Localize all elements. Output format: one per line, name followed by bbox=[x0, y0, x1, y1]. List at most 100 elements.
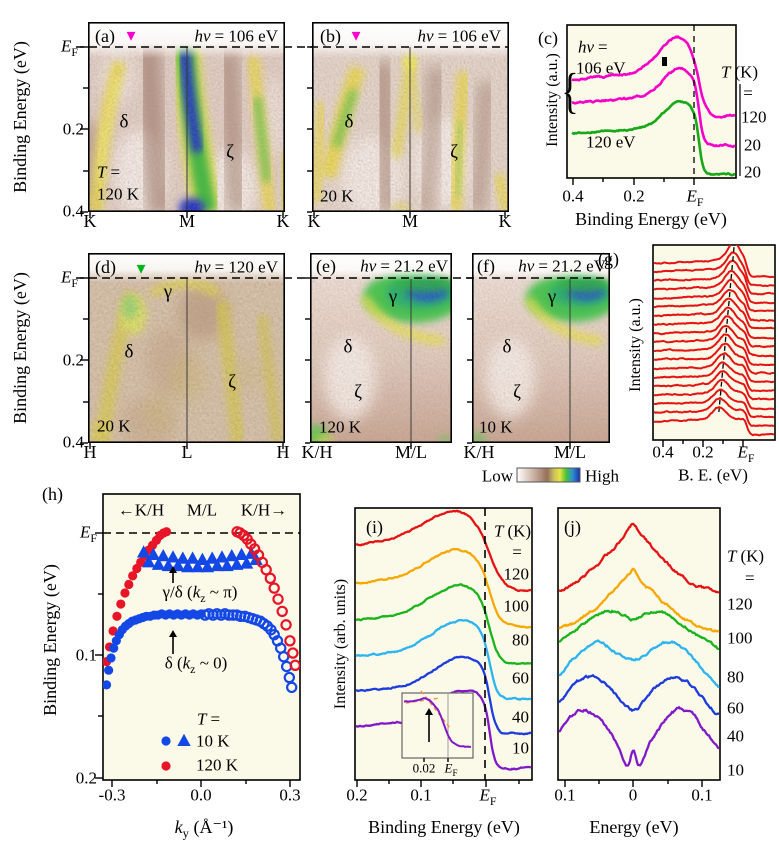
panel-b-k-label-K1: K bbox=[307, 211, 321, 231]
row1-tick-0.4: 0.4 bbox=[62, 201, 84, 221]
panel-b-tag: (b) bbox=[320, 26, 341, 46]
panel-j-curves bbox=[558, 522, 720, 767]
panel-j-T-label: T (K) bbox=[727, 546, 765, 566]
panel-f-band-gamma: γ bbox=[547, 286, 557, 308]
panel-c-x-axis-label: Binding Energy (eV) bbox=[575, 209, 727, 229]
panel-f-k-label-KH: K/H bbox=[463, 442, 495, 462]
panel-i-tick-0.2: 0.2 bbox=[346, 785, 368, 805]
panel-b-k-label-K2: K bbox=[498, 211, 512, 231]
panel-c-tick-0.4: 0.4 bbox=[562, 186, 584, 206]
panel-j-temp-40: 40 bbox=[727, 726, 744, 746]
panel-h-legend-120K: 120 K bbox=[196, 755, 239, 775]
panel-i-T-label: T (K) bbox=[494, 521, 532, 541]
panel-h-scatter bbox=[103, 526, 300, 694]
panel-i-tick-0.1: 0.1 bbox=[410, 785, 432, 805]
row2-ef-label: EF bbox=[60, 267, 78, 290]
row1-ef-label: EF bbox=[60, 36, 78, 59]
panel-c-brace: { bbox=[561, 62, 579, 119]
row2-y-axis-label: Binding Energy (eV) bbox=[10, 272, 30, 424]
panel-i-tick-ef: EF bbox=[479, 785, 497, 808]
panel-g-y-axis-label: Intensity (a.u.) bbox=[627, 298, 644, 392]
panel-c-tag: (c) bbox=[538, 28, 558, 48]
panel-i-inset-tick-0.02: 0.02 bbox=[412, 760, 436, 776]
panel-f-photon-energy: hν = 21.2 eV bbox=[518, 256, 606, 276]
panel-i-x-axis-label: Binding Energy (eV) bbox=[368, 817, 520, 837]
inset-guide-line-1 bbox=[405, 697, 441, 704]
panel-i-curves bbox=[355, 509, 532, 771]
panel-h-xtick-03: 0.3 bbox=[279, 785, 301, 805]
panel-h-xtick-m03: -0.3 bbox=[98, 785, 126, 805]
panel-j-temp-100: 100 bbox=[727, 628, 753, 648]
panel-h-y-axis-label: Binding Energy (eV) bbox=[40, 564, 60, 716]
panel-b-photon-energy: hν = 106 eV bbox=[417, 26, 501, 46]
panel-a-k-label-K1: K bbox=[83, 211, 97, 231]
panel-h-xtick-00: 0.0 bbox=[190, 785, 212, 805]
panel-d-k-label-H1: H bbox=[83, 442, 97, 462]
panel-i-tag: (i) bbox=[366, 517, 383, 537]
panel-f-tag: (f) bbox=[477, 256, 495, 276]
panel-j-x-axis-label: Energy (eV) bbox=[589, 817, 679, 837]
panel-a-arpes-map bbox=[88, 22, 285, 212]
panel-c-hv-label: hν = bbox=[578, 37, 608, 57]
panel-b-k-label-M: M bbox=[401, 211, 419, 231]
panel-d-photon-energy: hν = 120 eV bbox=[194, 257, 278, 277]
row2-tick-0.4: 0.4 bbox=[62, 432, 84, 452]
panel-c-temp-20b: 20 bbox=[744, 162, 761, 182]
panel-j-tick-left-0.1: 0.1 bbox=[554, 785, 576, 805]
row2-tick-0.2: 0.2 bbox=[62, 350, 84, 370]
panel-i-inset-tick-ef: EF bbox=[444, 760, 458, 779]
panel-j-tag: (j) bbox=[564, 517, 581, 537]
panel-a-tag: (a) bbox=[95, 26, 115, 46]
panel-e-k-label-KH: K/H bbox=[301, 442, 333, 462]
panel-g-tick-0.2: 0.2 bbox=[692, 442, 714, 462]
panel-a-band-zeta: ζ bbox=[226, 141, 234, 163]
row1-y-axis-label: Binding Energy (eV) bbox=[10, 41, 30, 193]
panel-i-temp-10: 10 bbox=[512, 738, 529, 758]
panel-g-edc-stack bbox=[653, 245, 775, 437]
panel-b-cut-marker-icon: ▼ bbox=[348, 28, 364, 45]
panel-i-temp-80: 80 bbox=[512, 630, 529, 650]
panel-a-k-label-K2: K bbox=[276, 211, 290, 231]
panel-g-x-axis-label: B. E. (eV) bbox=[678, 465, 748, 485]
panel-a-temp-value: 120 K bbox=[97, 184, 140, 204]
panel-e-band-zeta: ζ bbox=[354, 381, 362, 403]
panel-h-annotation-gamma-delta: γ/δ (kz ~ π) bbox=[162, 582, 238, 605]
panel-c-temp-20a: 20 bbox=[744, 135, 761, 155]
panel-a-band-delta: δ bbox=[119, 111, 129, 133]
panel-c-temp-120: 120 bbox=[741, 107, 767, 127]
panel-e-band-gamma: γ bbox=[388, 286, 398, 308]
panel-c-hv-106: 106 eV bbox=[576, 58, 626, 78]
panel-h-legend-title: T = bbox=[197, 709, 221, 729]
panel-d-cut-marker-icon: ▼ bbox=[133, 261, 149, 278]
panel-i-temp-120: 120 bbox=[503, 564, 530, 584]
panel-d-band-delta: δ bbox=[124, 341, 134, 363]
colorbar-low-label: Low bbox=[481, 466, 513, 486]
panel-h-top-kh-left: ←K/H bbox=[117, 500, 165, 520]
panel-e-arpes-map bbox=[310, 253, 452, 443]
panel-e-photon-energy: hν = 21.2 eV bbox=[360, 256, 448, 276]
panel-j-temp-60: 60 bbox=[727, 698, 744, 718]
panel-h-top-ml: M/L bbox=[186, 500, 218, 520]
panel-c-peak-marker bbox=[662, 57, 667, 66]
panel-a-k-label-M: M bbox=[178, 211, 196, 231]
panel-d-arpes-map bbox=[88, 253, 285, 443]
panel-d-k-label-L: L bbox=[181, 442, 193, 462]
panel-a-photon-energy: hν = 106 eV bbox=[194, 26, 278, 46]
panel-b-temp-value: 20 K bbox=[320, 186, 354, 206]
panel-f-k-label-ML: M/L bbox=[553, 442, 587, 462]
colorbar-high-label: High bbox=[585, 466, 619, 486]
panel-g-peak-dispersion-guide bbox=[718, 247, 735, 412]
panel-c-right-T-label: T (K) bbox=[721, 62, 759, 82]
panel-g-tick-ef: EF bbox=[737, 442, 755, 465]
row1-tick-0.2: 0.2 bbox=[62, 119, 84, 139]
panel-c-right-eq: = bbox=[743, 83, 753, 103]
inset-guide-line-2 bbox=[420, 690, 451, 729]
panel-i-temp-60: 60 bbox=[512, 668, 529, 688]
panel-c-y-axis-label: Intensity (a.u.) bbox=[544, 53, 561, 147]
panel-f-arpes-map bbox=[472, 253, 610, 443]
panel-h-ef-label: EF bbox=[79, 522, 97, 545]
panel-g-tag: (g) bbox=[598, 249, 619, 269]
panel-a-temp-label: T = bbox=[97, 162, 121, 182]
panel-i-inset-curve bbox=[403, 697, 472, 748]
